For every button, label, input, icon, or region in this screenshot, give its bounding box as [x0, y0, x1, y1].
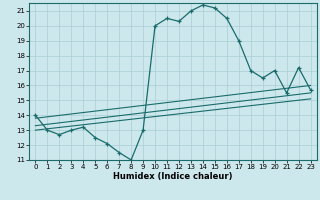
X-axis label: Humidex (Indice chaleur): Humidex (Indice chaleur) [113, 172, 233, 181]
